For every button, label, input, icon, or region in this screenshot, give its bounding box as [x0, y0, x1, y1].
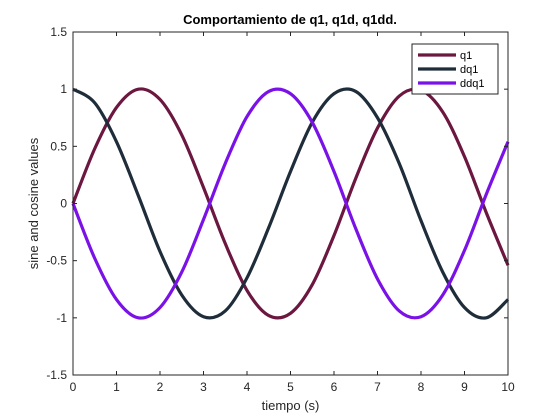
x-tick-label: 6 — [331, 380, 338, 394]
y-tick-label: -1 — [56, 311, 67, 325]
series-line-ddq1 — [71, 87, 510, 320]
axes-layer: 0 1 2 3 4 5 6 7 8 9 10 -1.5 -1 -0.5 0 0.5 1 1.5 — [46, 25, 515, 394]
x-tick-label: 4 — [244, 380, 251, 394]
x-tick-label: 0 — [70, 380, 77, 394]
x-tick-label: 7 — [374, 380, 381, 394]
x-tick-label: 3 — [200, 380, 207, 394]
x-axis-label: tiempo (s) — [262, 398, 320, 413]
x-tick-label: 9 — [461, 380, 468, 394]
x-tick-label: 5 — [287, 380, 294, 394]
x-tick-label: 2 — [157, 380, 164, 394]
y-tick-label: -0.5 — [46, 254, 67, 268]
y-tick-label: 1 — [60, 82, 67, 96]
series-line-q1 — [71, 87, 510, 320]
x-tick-label: 8 — [418, 380, 425, 394]
x-tick-label: 1 — [113, 380, 120, 394]
y-tick-label: 1.5 — [50, 25, 67, 39]
y-axis-label: sine and cosine values — [26, 137, 41, 269]
x-tick-label: 10 — [501, 380, 515, 394]
series-line-dq1 — [72, 87, 510, 320]
legend-label-ddq1: ddq1 — [460, 78, 484, 90]
chart-title: Comportamiento de q1, q1d, q1dd. — [183, 12, 397, 27]
y-tick-label: 0 — [60, 197, 67, 211]
y-tick-label: 0.5 — [50, 139, 67, 153]
y-tick-label: -1.5 — [46, 368, 67, 382]
series-layer — [71, 87, 510, 320]
legend-label-dq1: dq1 — [460, 64, 478, 76]
legend: q1 dq1 ddq1 — [411, 43, 499, 95]
legend-label-q1: q1 — [460, 50, 472, 62]
